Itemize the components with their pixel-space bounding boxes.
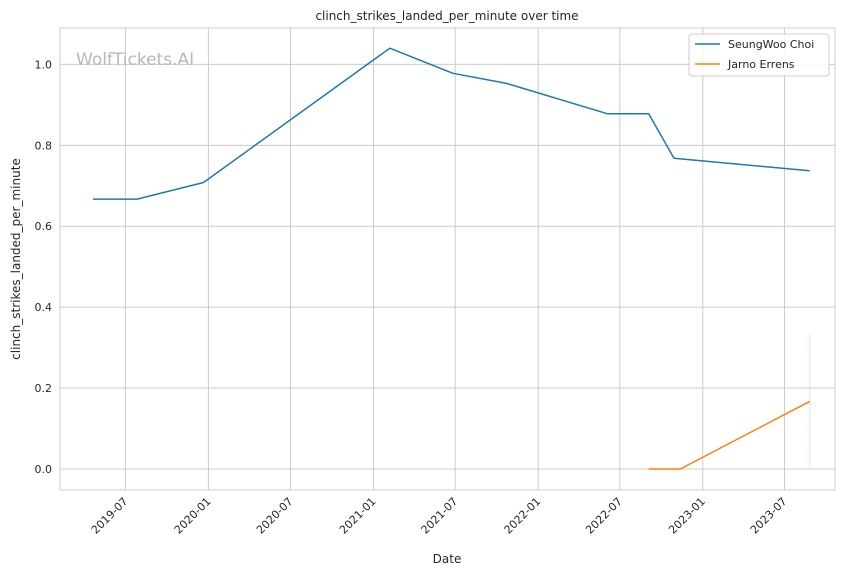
x-axis-ticks: 2019-07 2020-01 2020-07 2021-01 2021-07 2022-… [89, 495, 790, 537]
series-line-jarno-errens [648, 400, 811, 470]
y-axis-ticks: 0.0 0.2 0.4 0.6 0.8 1.0 [35, 58, 53, 476]
x-tick-label: 2022-01 [502, 495, 544, 537]
x-tick-label: 2020-01 [172, 495, 214, 537]
y-axis-title: clinch_strikes_landed_per_minute [9, 158, 23, 360]
x-tick-label: 2021-01 [337, 495, 379, 537]
y-tick-label: 0.4 [35, 301, 53, 314]
x-tick-label: 2020-07 [254, 495, 296, 537]
x-axis-title: Date [433, 552, 462, 566]
chart-title: clinch_strikes_landed_per_minute over ti… [315, 9, 578, 23]
y-tick-label: 0.6 [35, 220, 53, 233]
y-tick-label: 1.0 [35, 58, 53, 71]
legend-box [688, 33, 830, 77]
legend-label-seungwoo-choi: SeungWoo Choi [728, 38, 814, 51]
x-tick-label: 2019-07 [89, 495, 131, 537]
series-lines [92, 47, 811, 470]
watermark: WolfTickets.AI [76, 50, 194, 70]
legend-label-jarno-errens: Jarno Errens [727, 58, 795, 71]
series-line-seungwoo-choi [92, 47, 810, 200]
y-tick-label: 0.8 [35, 139, 53, 152]
x-tick-label: 2021-07 [419, 495, 461, 537]
y-tick-label: 0.0 [35, 463, 53, 476]
x-tick-label: 2022-07 [583, 495, 625, 537]
grid [60, 28, 835, 490]
legend: SeungWoo Choi Jarno Errens [688, 33, 830, 77]
x-tick-label: 2023-01 [666, 495, 708, 537]
plot-area [59, 27, 836, 491]
y-tick-label: 0.2 [35, 382, 53, 395]
x-tick-label: 2023-07 [748, 495, 790, 537]
